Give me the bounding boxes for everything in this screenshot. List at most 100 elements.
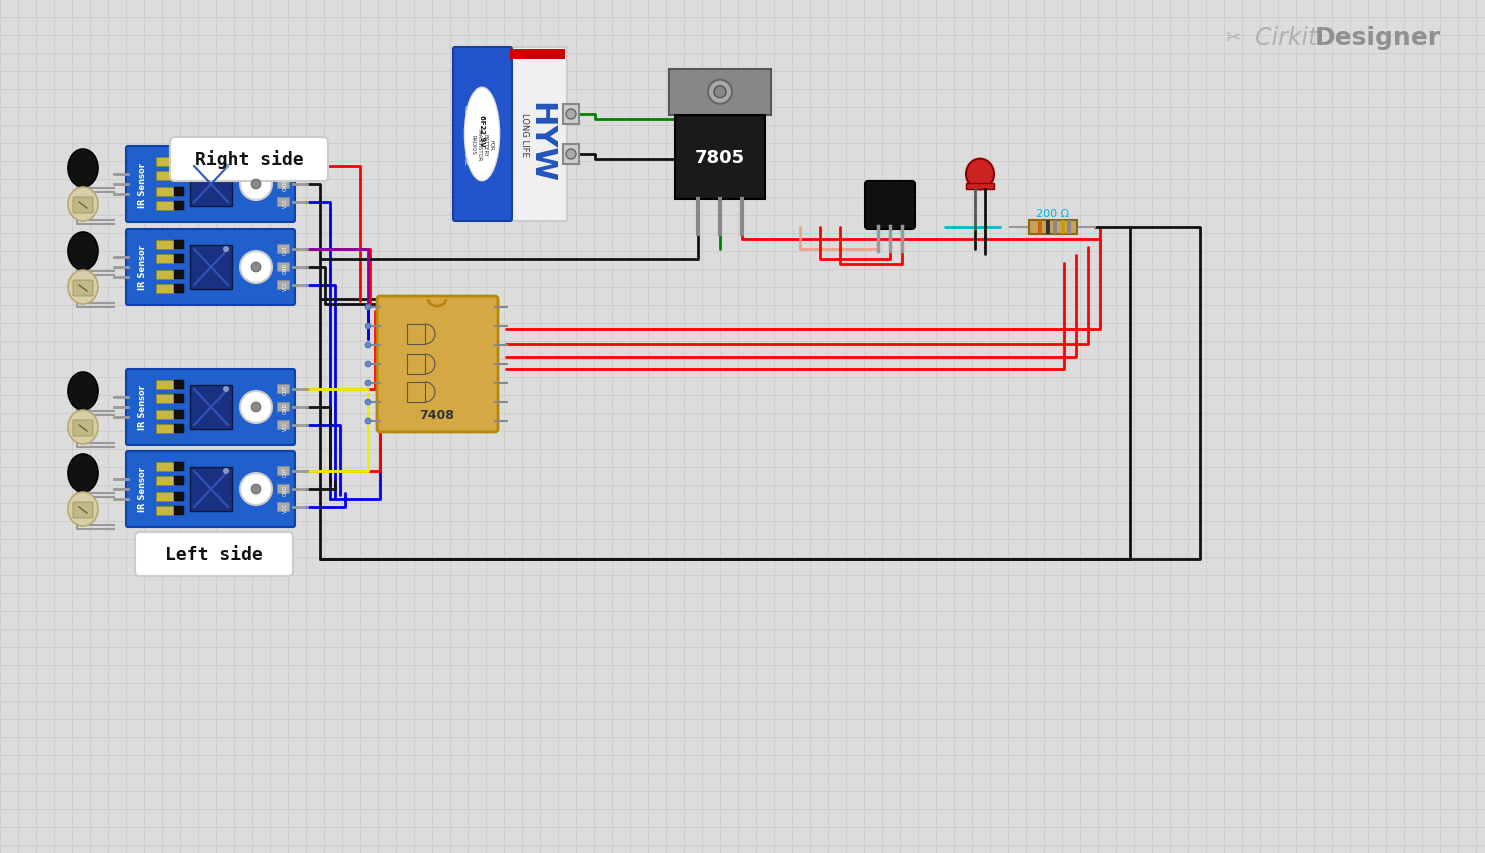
Circle shape (223, 164, 229, 170)
Bar (156, 285, 174, 293)
Text: GND: GND (282, 179, 288, 190)
Circle shape (365, 362, 371, 368)
Bar (1066, 221, 1071, 235)
Bar (174, 507, 184, 515)
Text: GND: GND (282, 262, 288, 273)
FancyBboxPatch shape (135, 532, 293, 577)
Bar (174, 285, 184, 293)
Circle shape (365, 323, 371, 329)
Ellipse shape (68, 150, 98, 188)
Ellipse shape (68, 455, 98, 492)
Text: GND: GND (282, 484, 288, 495)
Circle shape (708, 81, 732, 105)
Text: FOR
BATTERY
TRANSISTOR
RADIOS: FOR BATTERY TRANSISTOR RADIOS (471, 128, 493, 161)
Bar (156, 507, 174, 515)
Bar (156, 270, 174, 280)
Bar (156, 380, 174, 390)
Bar (1045, 221, 1050, 235)
Circle shape (365, 343, 371, 349)
Bar (190, 467, 232, 512)
Text: 7408: 7408 (420, 409, 454, 422)
Bar (174, 477, 184, 485)
Text: Right side: Right side (195, 150, 303, 169)
Text: GENERAL PURPOSE: GENERAL PURPOSE (462, 105, 468, 165)
Ellipse shape (68, 233, 98, 270)
Circle shape (241, 252, 272, 284)
Text: Cirkit: Cirkit (1255, 26, 1325, 50)
Text: ✂: ✂ (1225, 29, 1240, 47)
Circle shape (251, 403, 261, 413)
Bar (278, 245, 290, 253)
Bar (1053, 221, 1056, 235)
FancyBboxPatch shape (73, 502, 94, 519)
Ellipse shape (68, 410, 98, 444)
Circle shape (566, 110, 576, 120)
Bar (278, 162, 290, 171)
Text: HYW: HYW (527, 102, 555, 183)
Circle shape (241, 169, 272, 200)
FancyBboxPatch shape (453, 48, 512, 222)
Bar (278, 467, 290, 475)
Bar (156, 462, 174, 472)
Bar (407, 355, 425, 374)
Text: OUT: OUT (282, 245, 288, 255)
Bar (174, 188, 184, 197)
Bar (156, 241, 174, 250)
Ellipse shape (68, 373, 98, 410)
Bar (278, 485, 290, 493)
Circle shape (365, 305, 371, 310)
Bar (190, 163, 232, 206)
Bar (156, 171, 174, 181)
Bar (278, 385, 290, 393)
Bar (563, 105, 579, 125)
Ellipse shape (68, 270, 98, 305)
Text: IR Sensor: IR Sensor (138, 467, 147, 512)
Bar (174, 410, 184, 420)
Circle shape (714, 87, 726, 99)
Bar (1060, 221, 1065, 235)
Bar (278, 403, 290, 411)
Bar (174, 241, 184, 250)
Ellipse shape (465, 88, 499, 182)
Text: OUT: OUT (282, 467, 288, 477)
Circle shape (365, 399, 371, 405)
Text: OUT: OUT (282, 385, 288, 395)
Bar (156, 188, 174, 197)
Circle shape (251, 180, 261, 189)
Bar (174, 270, 184, 280)
Bar (156, 492, 174, 502)
Bar (174, 395, 184, 403)
Circle shape (241, 392, 272, 423)
FancyBboxPatch shape (508, 48, 567, 222)
FancyBboxPatch shape (73, 281, 94, 297)
Text: 7805: 7805 (695, 148, 745, 166)
Bar (190, 386, 232, 430)
Bar (174, 202, 184, 211)
FancyBboxPatch shape (169, 138, 328, 182)
Bar (156, 158, 174, 167)
Bar (174, 158, 184, 167)
Text: GND: GND (282, 402, 288, 413)
Text: IR Sensor: IR Sensor (138, 245, 147, 290)
Text: IR Sensor: IR Sensor (138, 162, 147, 207)
FancyBboxPatch shape (126, 451, 296, 527)
Bar (174, 380, 184, 390)
FancyBboxPatch shape (864, 182, 915, 229)
Text: OUT: OUT (282, 162, 288, 172)
Bar (278, 281, 290, 290)
Bar (156, 202, 174, 211)
FancyBboxPatch shape (126, 369, 296, 445)
Circle shape (251, 485, 261, 495)
Bar (509, 50, 564, 60)
Bar (278, 263, 290, 272)
Text: VCC: VCC (282, 421, 288, 431)
Bar (407, 382, 425, 403)
Bar (156, 477, 174, 485)
Bar (190, 246, 232, 290)
Text: VCC: VCC (282, 198, 288, 208)
Bar (156, 425, 174, 433)
Circle shape (223, 468, 229, 474)
Ellipse shape (967, 160, 993, 190)
Bar (670, 70, 771, 115)
Bar (563, 145, 579, 165)
